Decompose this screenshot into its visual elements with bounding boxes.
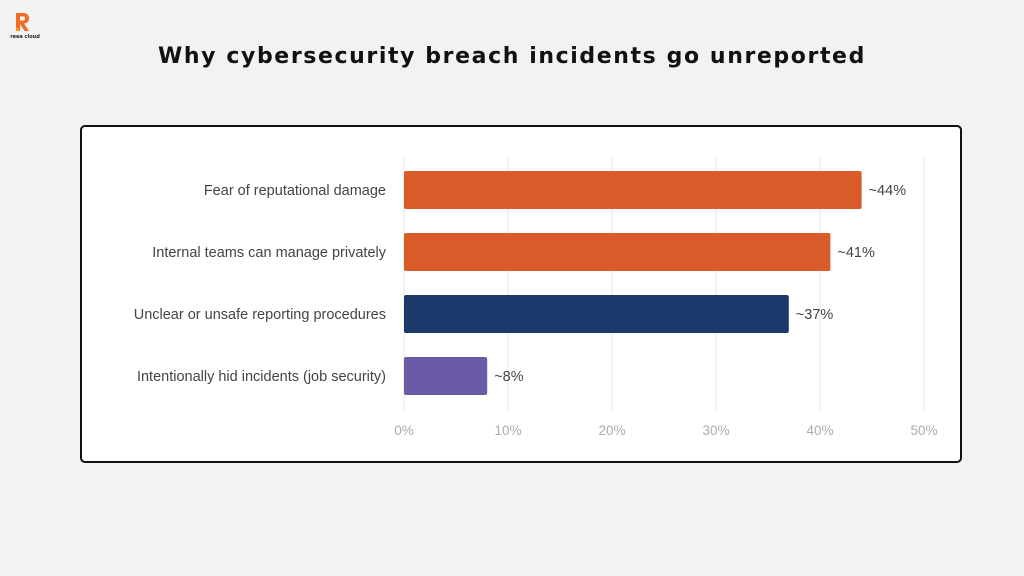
- category-label: Intentionally hid incidents (job securit…: [137, 369, 386, 385]
- value-label: ~41%: [837, 245, 875, 261]
- labels: 0% 10% 20% 30% 40% 50% Fear of reputational da…: [134, 183, 938, 438]
- page-title: Why cybersecurity breach incidents go un…: [158, 44, 866, 69]
- x-tick-label: 50%: [910, 423, 937, 438]
- x-tick-label: 10%: [494, 423, 521, 438]
- brand-logo: reea cloud: [10, 12, 40, 40]
- bar: [404, 357, 488, 395]
- x-tick-label: 40%: [806, 423, 833, 438]
- x-tick-label: 20%: [598, 423, 625, 438]
- value-label: ~37%: [796, 307, 834, 323]
- chart-card: 0% 10% 20% 30% 40% 50% Fear of reputational da…: [80, 125, 962, 463]
- bars: [404, 171, 862, 395]
- value-label: ~44%: [869, 183, 907, 199]
- category-label: Fear of reputational damage: [204, 183, 386, 199]
- bar: [404, 171, 862, 209]
- value-label: ~8%: [494, 369, 524, 385]
- bar-chart: 0% 10% 20% 30% 40% 50% Fear of reputational da…: [134, 157, 938, 438]
- category-label: Unclear or unsafe reporting procedures: [134, 307, 386, 323]
- bar: [404, 233, 831, 271]
- logo-text: reea cloud: [10, 34, 40, 40]
- category-label: Internal teams can manage privately: [152, 245, 386, 261]
- logo-r-icon: [15, 13, 29, 32]
- bar: [404, 295, 789, 333]
- x-tick-label: 0%: [394, 423, 414, 438]
- x-tick-label: 30%: [702, 423, 729, 438]
